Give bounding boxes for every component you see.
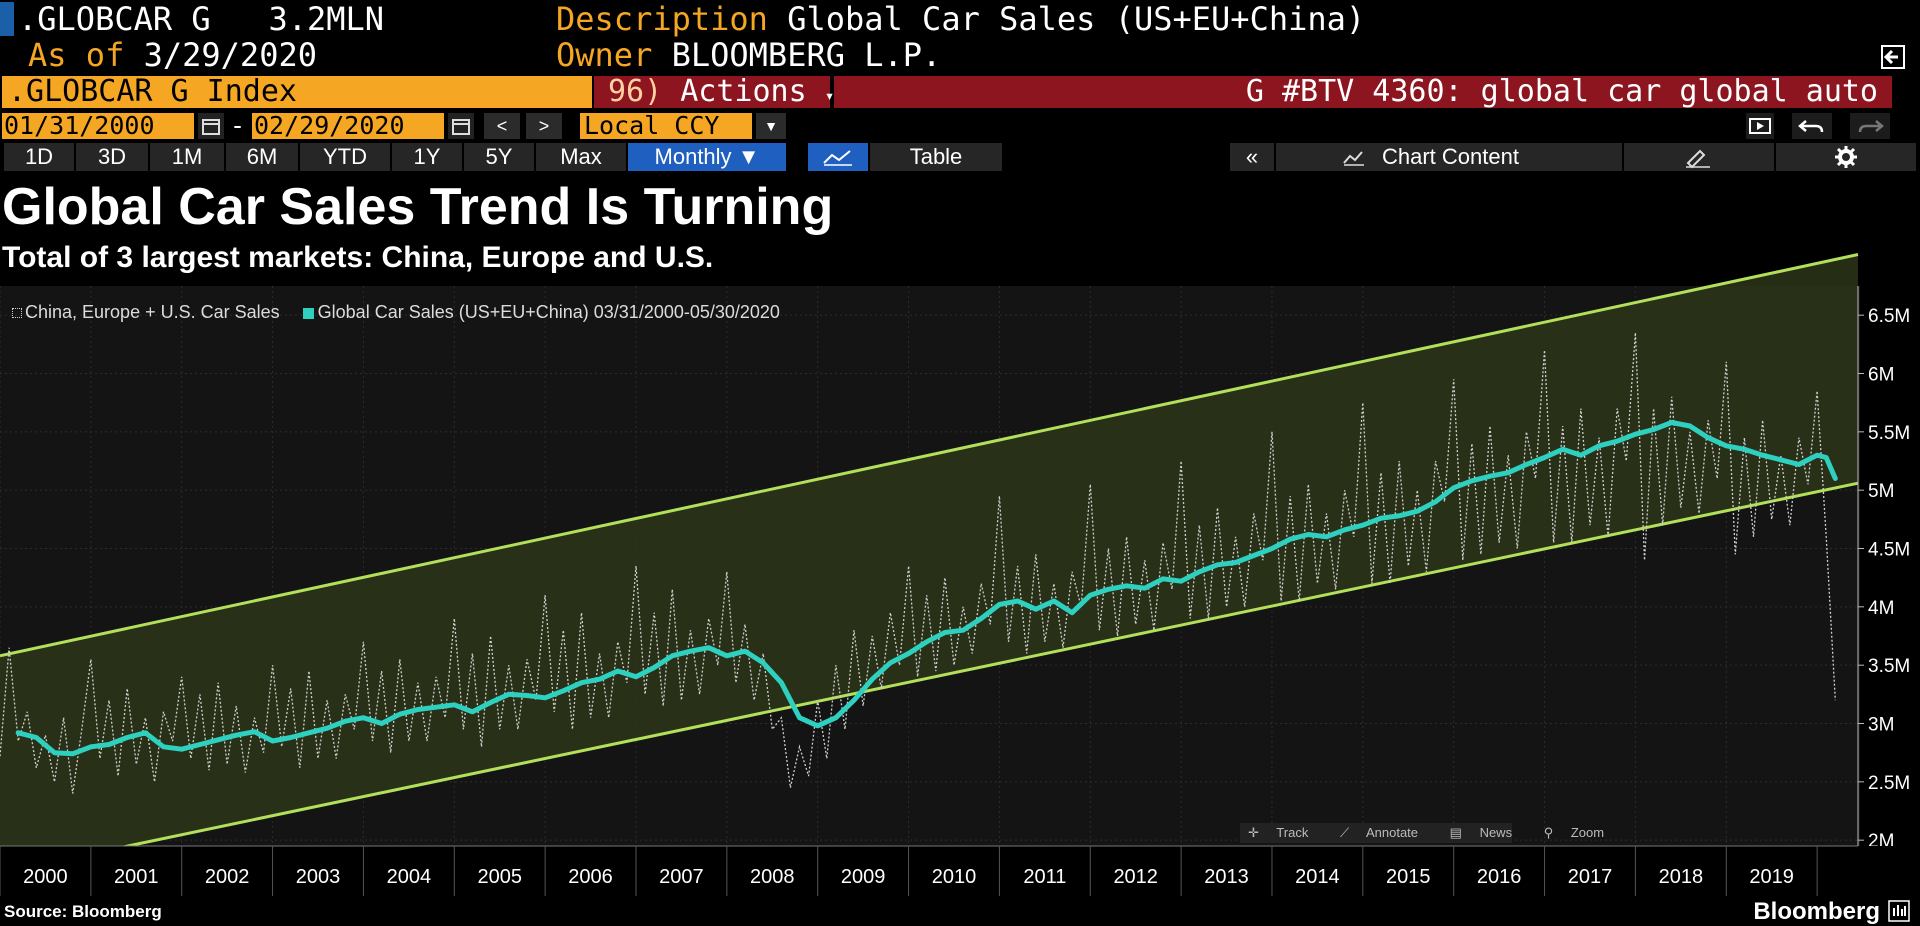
- x-tick-label: 2007: [659, 866, 704, 888]
- chart-toolstrip: ✛ Track ⟋ Annotate ▤ News ⚲ Zoom: [1240, 823, 1512, 843]
- track-tool[interactable]: ✛ Track: [1248, 825, 1322, 840]
- y-tick-label: 4M: [1868, 598, 1894, 619]
- brand-logo: Bloomberg: [1753, 898, 1880, 926]
- x-tick-label: 2001: [114, 866, 159, 888]
- bloomberg-logo-icon: [1888, 900, 1910, 922]
- x-tick-label: 2019: [1749, 866, 1794, 888]
- pencil-icon: ⟋: [1340, 825, 1349, 840]
- legend-item-trend: Global Car Sales (US+EU+China) 03/31/200…: [318, 302, 780, 322]
- news-tool[interactable]: ▤ News: [1450, 825, 1526, 840]
- annotate-label: Annotate: [1366, 825, 1418, 840]
- x-tick-label: 2015: [1386, 866, 1431, 888]
- x-tick-label: 2018: [1659, 866, 1704, 888]
- y-tick-label: 6M: [1868, 365, 1894, 386]
- y-tick-label: 5M: [1868, 481, 1894, 502]
- y-tick-label: 5.5M: [1868, 423, 1910, 444]
- x-tick-label: 2006: [568, 866, 613, 888]
- x-tick-label: 2008: [750, 866, 795, 888]
- crosshair-icon: ✛: [1248, 825, 1259, 840]
- y-tick-label: 2.5M: [1868, 773, 1910, 794]
- magnifier-icon: ⚲: [1544, 825, 1554, 840]
- x-tick-label: 2014: [1295, 866, 1340, 888]
- legend-swatch-teal: [303, 308, 314, 319]
- y-tick-label: 4.5M: [1868, 540, 1910, 561]
- x-tick-label: 2002: [205, 866, 250, 888]
- news-icon: ▤: [1450, 825, 1462, 840]
- y-tick-label: 6.5M: [1868, 306, 1910, 327]
- x-tick-label: 2013: [1204, 866, 1249, 888]
- x-tick-label: 2003: [296, 866, 341, 888]
- x-tick-label: 2010: [932, 866, 977, 888]
- annotate-tool[interactable]: ⟋ Annotate: [1340, 825, 1432, 840]
- chart-legend: China, Europe + U.S. Car Sales Global Ca…: [12, 300, 780, 324]
- source-note: Source: Bloomberg: [4, 902, 162, 922]
- x-tick-label: 2016: [1477, 866, 1522, 888]
- zoom-tool[interactable]: ⚲ Zoom: [1544, 825, 1618, 840]
- track-label: Track: [1276, 825, 1308, 840]
- news-label: News: [1480, 825, 1513, 840]
- trend-channel-fill: [0, 255, 1858, 873]
- x-tick-label: 2012: [1113, 866, 1158, 888]
- x-tick-label: 2005: [477, 866, 522, 888]
- x-tick-label: 2000: [23, 866, 68, 888]
- legend-swatch-dotted: [12, 308, 22, 318]
- x-tick-label: 2017: [1568, 866, 1613, 888]
- y-tick-label: 3M: [1868, 715, 1894, 736]
- legend-item-raw: China, Europe + U.S. Car Sales: [25, 302, 280, 322]
- x-tick-label: 2004: [387, 866, 432, 888]
- zoom-label: Zoom: [1571, 825, 1604, 840]
- y-tick-label: 3.5M: [1868, 656, 1910, 677]
- x-tick-label: 2009: [841, 866, 886, 888]
- x-tick-label: 2011: [1023, 866, 1066, 888]
